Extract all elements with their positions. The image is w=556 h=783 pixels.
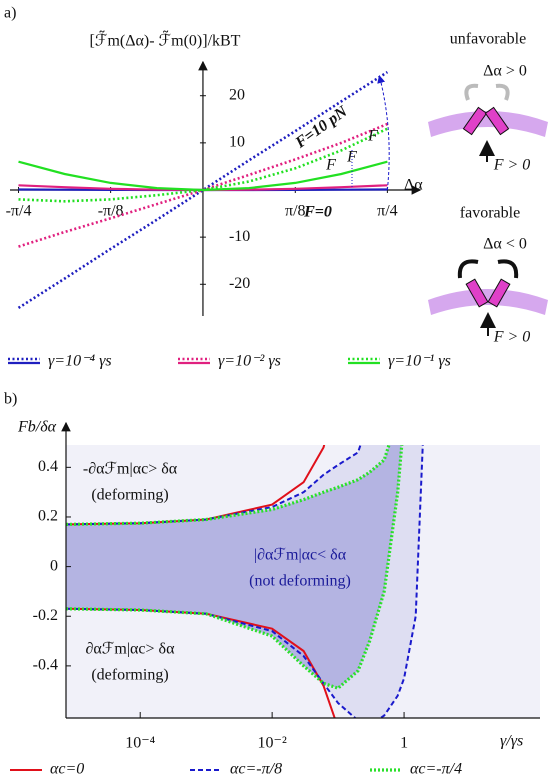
legend-label: γ=10⁻¹ γs <box>388 353 451 370</box>
annotation: F <box>367 128 378 145</box>
x-tick-label: π/4 <box>377 203 398 220</box>
x-tick-label: 10⁻² <box>258 735 287 752</box>
protein <box>487 278 511 308</box>
force-arrow <box>377 75 390 191</box>
membrane <box>428 111 548 137</box>
plot-layer <box>66 445 424 718</box>
y-tick-label: -10 <box>229 228 250 245</box>
y-tick-label: 0 <box>50 557 58 574</box>
black-arrow <box>457 259 479 279</box>
protein <box>465 278 489 308</box>
force-line <box>18 127 388 203</box>
legend-label: γ=10⁻² γs <box>218 353 281 370</box>
x-tick-label: 1 <box>400 735 408 752</box>
annotation: |∂αℱm|αc< δα <box>254 547 347 564</box>
panel-label: a) <box>4 5 16 22</box>
annotation: F <box>325 157 336 174</box>
x-tick-label: 10⁻⁴ <box>125 735 155 752</box>
annotation: (deforming) <box>91 667 168 684</box>
y-tick-label: -20 <box>229 275 250 292</box>
region <box>66 445 402 689</box>
legend-label: αc=-π/8 <box>230 761 282 778</box>
annotation: F=0 <box>303 204 332 221</box>
y-axis-label: Fb/δα <box>17 419 57 436</box>
x-tick-label: -π/8 <box>98 203 124 220</box>
legend-label: γ=10⁻⁴ γs <box>48 353 112 370</box>
protein <box>484 106 510 136</box>
legend-label: αc=-π/4 <box>410 761 462 778</box>
panel-label: b) <box>4 391 17 408</box>
annotation: F <box>346 149 357 166</box>
diagram: unfavorable Δα > 0 F > 0 favorable Δα < … <box>428 31 548 346</box>
y-tick-label: -0.4 <box>33 657 58 674</box>
x-tick-label: π/8 <box>285 203 306 220</box>
gray-arrow <box>495 83 510 101</box>
boundary-line <box>66 445 391 526</box>
y-tick-label: 10 <box>229 134 245 151</box>
x-axis-label: γ/γs <box>500 733 523 750</box>
diagram-label: favorable <box>460 205 520 222</box>
annotation: -∂αℱm|αc> δα <box>83 461 178 478</box>
diagram-condition: Δα > 0 <box>483 63 527 80</box>
x-tick-label: -π/4 <box>6 203 32 220</box>
force-line <box>17 71 389 309</box>
protein <box>462 106 488 136</box>
force-line <box>18 122 388 248</box>
boundary-line <box>66 445 404 691</box>
annotation: (not deforming) <box>249 573 351 590</box>
diagram-force: F > 0 <box>493 329 531 346</box>
y-tick-label: 0.4 <box>38 458 58 475</box>
black-arrow <box>497 259 519 279</box>
diagram-force: F > 0 <box>493 157 531 174</box>
x-axis-label: Δα <box>404 177 423 194</box>
annotation: ∂αℱm|αc> δα <box>86 641 176 658</box>
boundary-line <box>66 445 424 718</box>
diagram-condition: Δα < 0 <box>483 236 527 253</box>
chart-title: [ℱ̃m(Δα)- ℱ̃m(0)]/kBT <box>90 31 241 50</box>
gray-arrow <box>464 83 479 101</box>
annotation: F=10 pN <box>292 102 352 152</box>
y-tick-label: 0.2 <box>38 508 58 525</box>
y-tick-label: -0.2 <box>33 607 58 624</box>
annotation: (deforming) <box>91 487 168 504</box>
diagram-label: unfavorable <box>450 31 526 48</box>
legend-label: αc=0 <box>50 761 84 778</box>
y-tick-label: 20 <box>229 86 245 103</box>
